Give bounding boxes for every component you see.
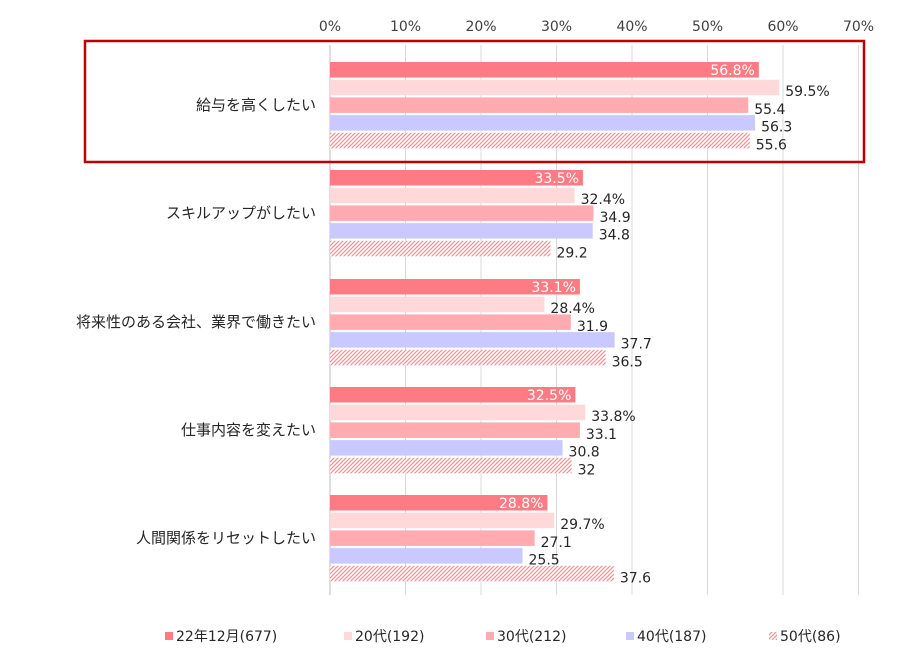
bar: [330, 548, 523, 564]
legend: 22年12月(677) 20代(192) 30代(212) 40代(187) 50代(8…: [165, 629, 841, 645]
bar: [330, 457, 572, 474]
bar: [330, 79, 780, 96]
legend-label: 50代(86): [780, 629, 841, 645]
bar: [330, 279, 580, 295]
bar: [330, 205, 594, 221]
data-label: 55.4: [754, 102, 785, 118]
data-label: 34.8: [599, 228, 630, 244]
highlight-rect: [83, 39, 866, 164]
category-label: 将来性のある会社、業界で働きたい: [76, 313, 316, 331]
category-label: 人間関係をリセットしたい: [136, 529, 316, 547]
bar: [330, 495, 548, 511]
data-label: 36.5: [612, 354, 643, 370]
data-label: 29.2: [556, 245, 587, 261]
x-tick-label: 30%: [541, 19, 572, 35]
highlight-box: [83, 39, 866, 164]
data-label: 56.3: [761, 120, 792, 136]
data-label: 34.9: [599, 210, 630, 226]
x-tick-label: 70%: [843, 19, 874, 35]
bar: [330, 422, 580, 438]
bar: [330, 530, 535, 546]
bar: [330, 170, 583, 186]
x-tick-label: 20%: [465, 19, 496, 35]
legend-swatch: [344, 632, 352, 640]
data-label: 37.7: [621, 337, 652, 353]
data-label: 32.5%: [527, 388, 571, 404]
data-label: 37.6: [620, 570, 651, 586]
x-tick-label: 10%: [390, 19, 421, 35]
bar: [330, 314, 571, 330]
bar: [330, 62, 759, 78]
bar: [330, 187, 575, 204]
x-tick-label: 0%: [319, 19, 341, 35]
bar: [330, 404, 586, 421]
data-label: 32.4%: [581, 192, 625, 208]
category-label: 仕事内容を変えたい: [181, 421, 316, 439]
data-label: 29.7%: [560, 517, 604, 533]
bar: [330, 512, 555, 529]
bar: [330, 223, 593, 239]
data-label: 30.8: [569, 445, 600, 461]
x-tick-label: 40%: [616, 19, 647, 35]
bar: [330, 387, 576, 403]
data-label: 27.1: [541, 535, 572, 551]
legend-label: 20代(192): [355, 629, 424, 645]
bar: [330, 440, 563, 456]
data-label: 28.8%: [499, 496, 543, 512]
legend-swatch: [165, 632, 173, 640]
category-label: スキルアップがしたい: [166, 204, 316, 222]
legend-label: 22年12月(677): [176, 629, 277, 645]
x-tick-label: 60%: [767, 19, 798, 35]
data-label: 25.5: [529, 553, 560, 569]
data-label: 32: [578, 462, 596, 478]
category-label: 給与を高くしたい: [196, 96, 316, 114]
bar: [330, 349, 606, 366]
data-label: 33.1: [586, 427, 617, 443]
bar: [330, 240, 551, 257]
data-label: 59.5%: [785, 84, 829, 100]
bar: [330, 332, 615, 348]
x-tick-label: 50%: [692, 19, 723, 35]
legend-swatch: [769, 632, 777, 640]
data-label: 33.5%: [534, 171, 578, 187]
legend-label: 30代(212): [497, 629, 566, 645]
bar: [330, 296, 545, 313]
data-label: 33.1%: [531, 280, 575, 296]
legend-swatch: [626, 632, 634, 640]
bar: [330, 565, 614, 582]
x-axis-ticks: 0% 10% 20% 30% 40% 50% 60% 70%: [319, 19, 874, 35]
bars: [330, 62, 780, 582]
legend-swatch: [486, 632, 494, 640]
category-labels: 給与を高くしたいスキルアップがしたい将来性のある会社、業界で働きたい仕事内容を変…: [76, 96, 316, 547]
data-label: 56.8%: [710, 63, 754, 79]
data-labels: 56.8% 59.5%55.4 56.355.6 33.5%32.4% 34.9 34.8…: [499, 63, 830, 586]
data-label: 55.6: [756, 137, 787, 153]
bar: [330, 115, 756, 131]
data-label: 31.9: [577, 319, 608, 335]
data-label: 28.4%: [550, 301, 594, 317]
bar: [330, 132, 750, 149]
data-label: 33.8%: [591, 409, 635, 425]
legend-label: 40代(187): [637, 629, 706, 645]
bar: [330, 97, 749, 113]
